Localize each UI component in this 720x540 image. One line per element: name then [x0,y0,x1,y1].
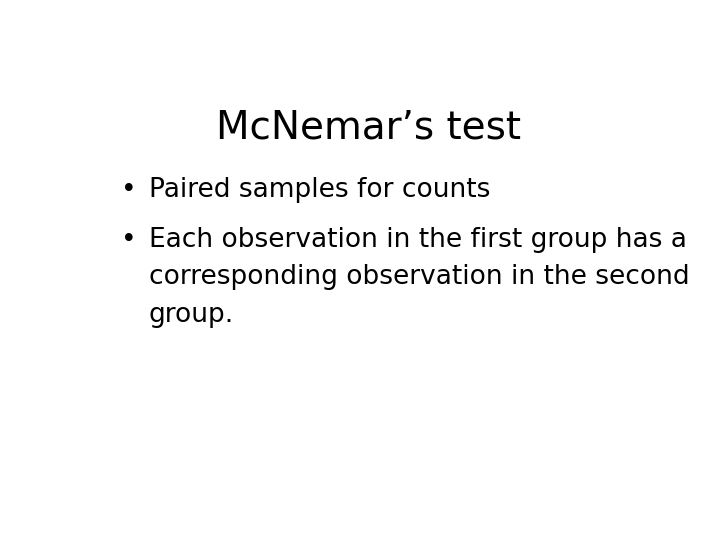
Text: group.: group. [148,302,234,328]
Text: •: • [121,177,136,203]
Text: •: • [121,227,136,253]
Text: Each observation in the first group has a: Each observation in the first group has … [148,227,686,253]
Text: Mc​Nemar’s test: Mc​Nemar’s test [217,109,521,146]
Text: corresponding observation in the second: corresponding observation in the second [148,265,689,291]
Text: Paired samples for counts: Paired samples for counts [148,177,490,203]
